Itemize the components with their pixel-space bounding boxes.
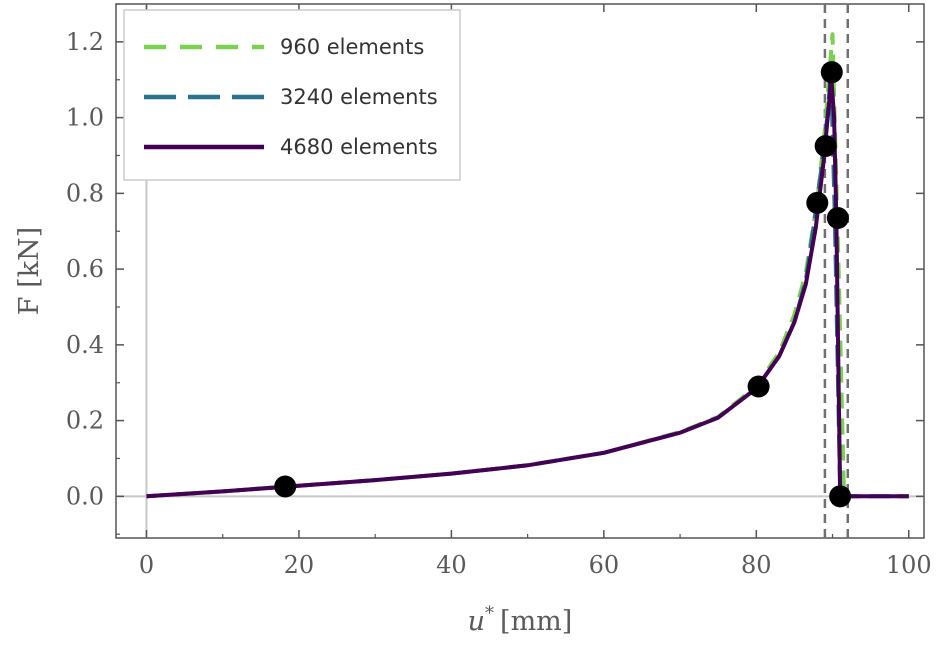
x-axis-title: u* [mm] <box>468 603 573 637</box>
x-axis-unit: [mm] <box>500 606 572 637</box>
y-tick-label: 1.2 <box>66 28 104 56</box>
x-tick-label: 60 <box>589 551 620 579</box>
x-tick-label: 80 <box>741 551 772 579</box>
data-marker-6 <box>826 206 849 229</box>
data-marker-3 <box>806 191 829 214</box>
legend-box <box>123 9 461 181</box>
y-axis-ticks: 0.0 0.2 0.4 0.6 0.8 1.0 1.2 <box>66 3 924 535</box>
data-marker-7 <box>829 485 852 508</box>
legend: 960 elements 3240 elements 4680 elements <box>123 9 461 181</box>
series-line-3 <box>146 70 909 499</box>
marker-layer <box>274 61 852 508</box>
y-tick-label: 0.2 <box>66 407 104 435</box>
y-tick-label: 0.8 <box>66 179 104 207</box>
legend-label-1: 960 elements <box>280 35 424 59</box>
legend-label-2: 3240 elements <box>280 85 438 109</box>
plot-frame <box>115 3 925 539</box>
x-axis-ticks: 0 20 40 60 80 100 <box>139 4 932 579</box>
y-tick-label: 1.0 <box>66 104 104 132</box>
data-marker-2 <box>747 375 770 398</box>
legend-label-3: 4680 elements <box>280 135 438 159</box>
y-tick-label: 0.0 <box>66 482 104 510</box>
x-axis-superscript: * <box>485 603 494 624</box>
data-marker-4 <box>814 135 837 158</box>
x-axis-symbol: u <box>468 606 485 637</box>
x-tick-label: 0 <box>139 551 154 579</box>
x-tick-label: 100 <box>886 551 932 579</box>
x-tick-label: 20 <box>284 551 315 579</box>
data-marker-1 <box>274 475 297 498</box>
y-tick-label: 0.4 <box>66 331 104 359</box>
data-marker-5 <box>820 61 843 84</box>
y-tick-label: 0.6 <box>66 255 104 283</box>
x-tick-label: 40 <box>436 551 467 579</box>
y-axis-title: F [kN] <box>14 227 45 315</box>
legend-items: 960 elements 3240 elements 4680 elements <box>144 35 438 159</box>
